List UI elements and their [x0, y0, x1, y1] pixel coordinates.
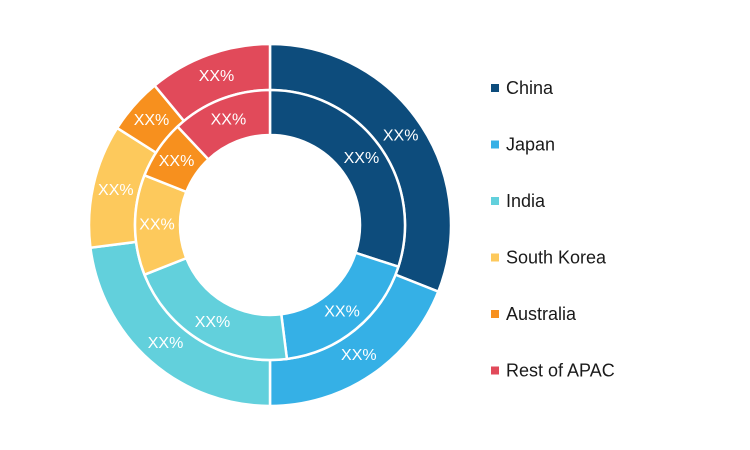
legend-label-rest-of-apac: Rest of APAC [506, 361, 615, 381]
legend-swatch-south-korea [491, 253, 499, 262]
inner-slice-label-australia: XX% [159, 153, 195, 170]
inner-slice-label-south-korea: XX% [139, 217, 175, 234]
legend-swatch-australia [491, 310, 499, 318]
inner-slice-rest-of-apac [175, 88, 272, 162]
legend-label-south-korea: South Korea [506, 248, 607, 268]
inner-slice-china [268, 88, 407, 269]
legend-swatch-rest-of-apac [491, 366, 499, 375]
legend-label-india: India [506, 191, 546, 211]
legend-swatch-india [491, 197, 499, 205]
inner-slice-label-china: XX% [344, 150, 380, 167]
legend-label-japan: Japan [506, 135, 555, 155]
outer-slice-label-rest-of-apac: XX% [199, 68, 235, 85]
outer-slice-label-india: XX% [148, 335, 184, 352]
legend-label-australia: Australia [506, 304, 577, 324]
donut-slice-labels: XX%XX%XX%XX%XX%XX%XX%XX%XX%XX%XX%XX% [98, 68, 418, 364]
outer-slice-label-japan: XX% [341, 347, 377, 364]
legend: China Japan India South Korea Australia Rest … [491, 78, 615, 381]
legend-swatch-china [491, 84, 499, 92]
inner-slice-label-rest-of-apac: XX% [211, 111, 247, 128]
outer-slice-label-south-korea: XX% [98, 182, 134, 199]
inner-slice-label-japan: XX% [324, 304, 360, 321]
outer-slice-label-australia: XX% [134, 112, 170, 129]
inner-slice-label-india: XX% [195, 314, 231, 331]
legend-swatch-japan [491, 140, 499, 149]
donut-slices [87, 42, 453, 408]
legend-label-china: China [506, 78, 554, 98]
outer-slice-label-china: XX% [383, 128, 419, 145]
